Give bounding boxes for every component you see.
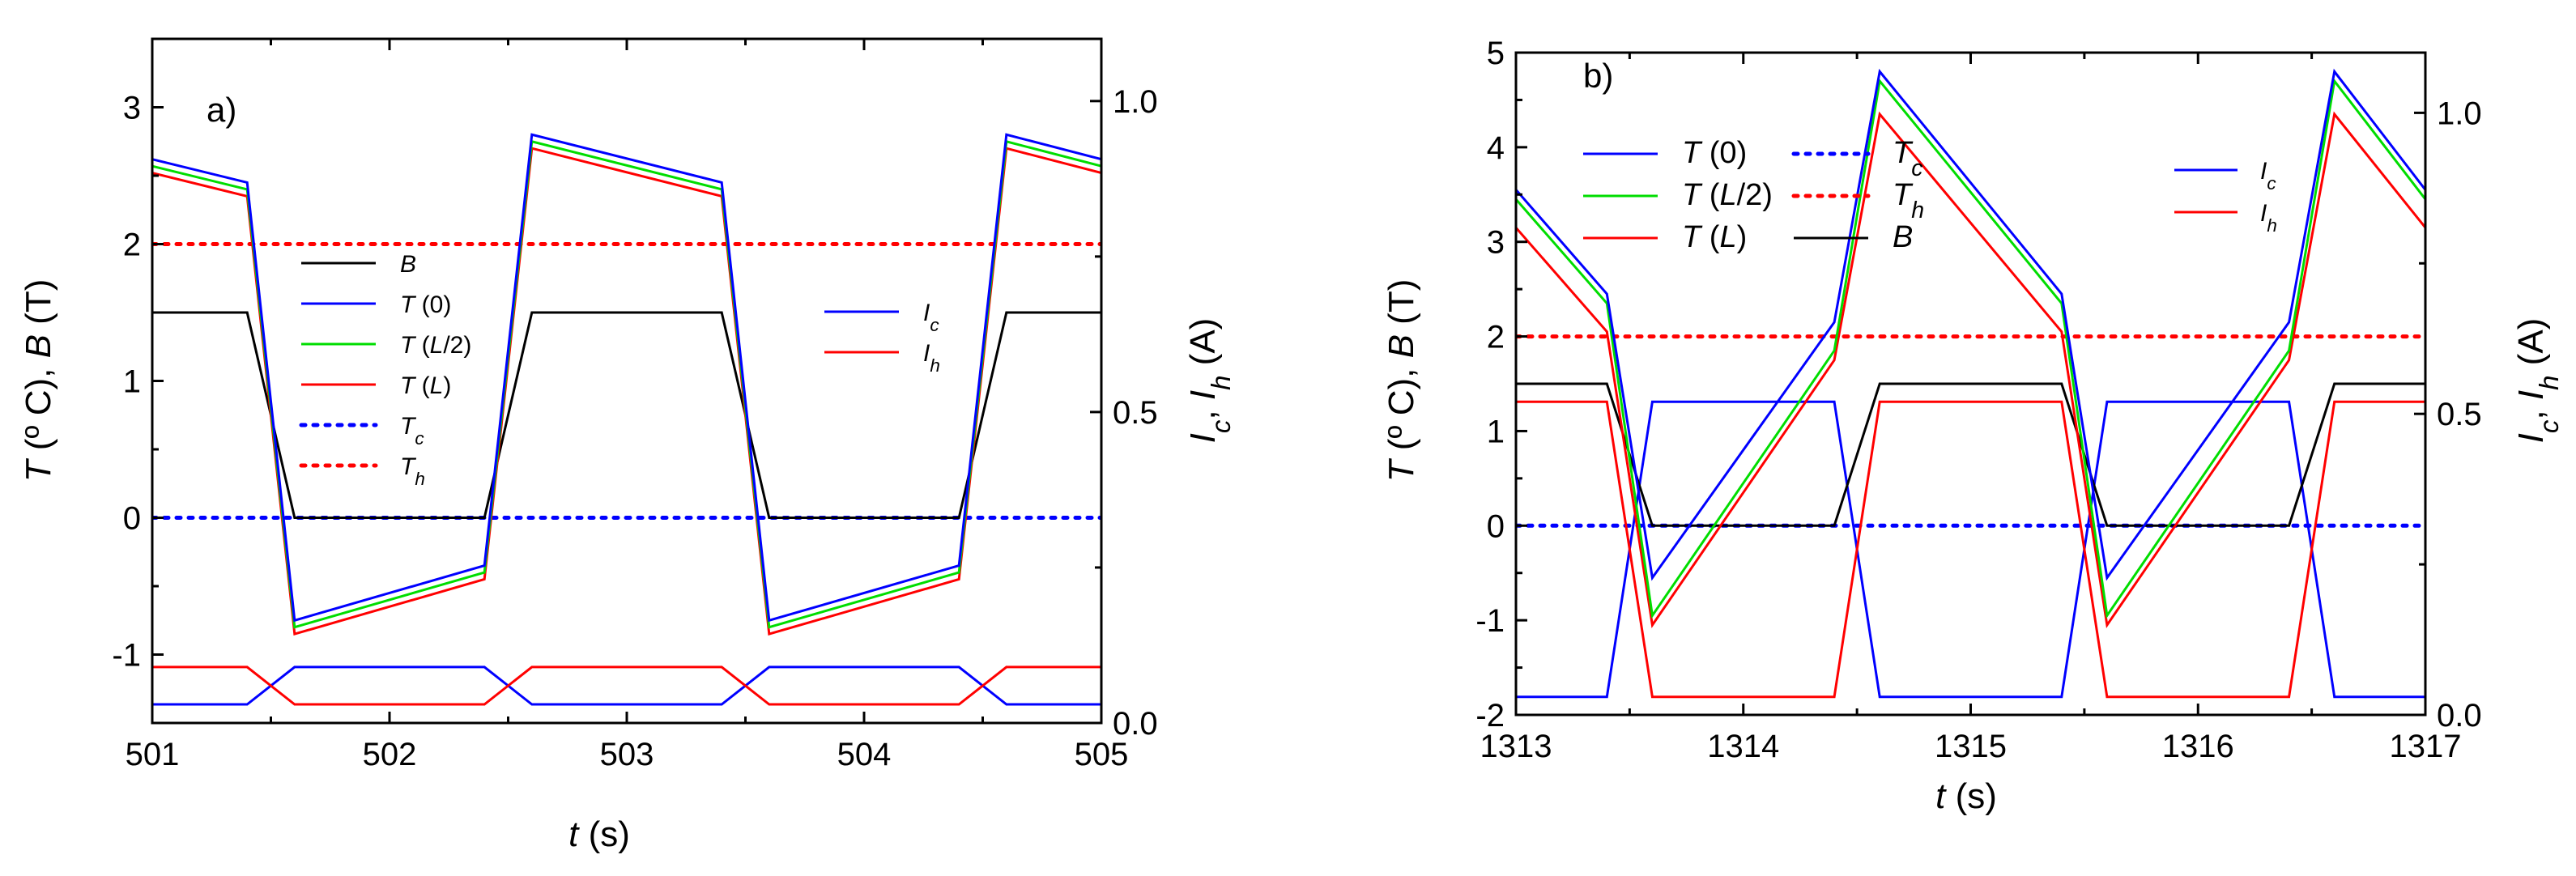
y-tick-label: 2	[123, 228, 141, 263]
y-tick-label: -1	[1475, 603, 1505, 639]
series-line-t-l-2	[1516, 78, 2425, 619]
x-tick-label: 504	[837, 737, 892, 772]
panel-a: 501 502 503 504 505 -1 0 1 2 3 0.0 0.5 1.0 a) t (s) T (…	[19, 37, 1236, 854]
y-tick-label: 3	[123, 91, 141, 126]
legend-main: T (0) Tc T (L/2) Th T (L) B	[1583, 136, 1924, 254]
x-tick-label: 505	[1075, 737, 1129, 772]
series-line-i-c	[152, 666, 1101, 706]
x-tick-label: 1316	[2162, 729, 2234, 764]
legend-label-t-l: T (L)	[400, 372, 451, 399]
x-axis-label: t (s)	[568, 814, 630, 854]
legend-label-b: B	[1893, 220, 1913, 254]
series-line-i-c	[1516, 400, 2425, 699]
y2-tick-label: 1.0	[1113, 84, 1158, 120]
y2-tick-label: 0.5	[2437, 397, 2482, 432]
legend-current: Ic Ih	[2174, 158, 2277, 236]
legend-label-t-0: T (0)	[1682, 136, 1747, 170]
x-tick-label: 1314	[1707, 729, 1779, 764]
y-tick-label: 4	[1487, 130, 1505, 166]
y2-axis-label: Ic, Ih (A)	[1183, 318, 1236, 444]
y2-axis-label: Ic, Ih (A)	[2511, 318, 2564, 444]
legend-label-t-c: Tc	[1893, 136, 1922, 181]
series-line-b	[152, 311, 1101, 519]
panel-label: b)	[1583, 57, 1613, 95]
y2-tick-label: 0.5	[1113, 395, 1158, 431]
y2-tick-label: 0.0	[2437, 698, 2482, 734]
series-line-t-l-2	[152, 139, 1101, 629]
legend-label-t-l-2: T (L/2)	[1682, 178, 1773, 212]
legend-label-t-c: Tc	[400, 413, 424, 449]
x-axis-label: t (s)	[1935, 776, 1997, 816]
x-tick-label: 503	[600, 737, 654, 772]
y-tick-label: 2	[1487, 320, 1505, 355]
panel-b: 1313 1314 1315 1316 1317 -2 -1 0 1 2 3 4 5 0.0 0.5 1.0 b…	[1382, 36, 2564, 816]
series-line-t-l	[1516, 111, 2425, 628]
plot-area	[1516, 68, 2425, 699]
legend-label-i-c: Ic	[2260, 158, 2276, 193]
x-tick-label: 1315	[1935, 729, 2007, 764]
y2-tick-label: 1.0	[2437, 96, 2482, 131]
legend-label-t-0: T (0)	[400, 291, 451, 318]
y-axis-label: T (º C), B (T)	[19, 279, 58, 483]
legend-label-b: B	[400, 251, 416, 278]
x-tick-label: 1317	[2390, 729, 2462, 764]
legend-label-t-l-2: T (L/2)	[400, 332, 471, 359]
y-axis-label: T (º C), B (T)	[1382, 279, 1421, 483]
y-tick-label: 5	[1487, 36, 1505, 71]
y-tick-label: -1	[112, 638, 141, 674]
y-tick-label: 0	[123, 501, 141, 537]
legend-label-t-h: Th	[400, 453, 425, 489]
legend-label-i-h: Ih	[923, 340, 940, 376]
x-tick-label: 502	[363, 737, 417, 772]
y-tick-label: 1	[1487, 414, 1505, 449]
legend-label-t-h: Th	[1893, 178, 1924, 223]
legend-label-i-h: Ih	[2260, 200, 2277, 236]
legend-current: Ic Ih	[824, 300, 940, 376]
y2-tick-label: 0.0	[1113, 706, 1158, 742]
y-tick-label: 3	[1487, 225, 1505, 261]
y-tick-label: 1	[123, 364, 141, 400]
plot-area	[152, 133, 1101, 706]
legend-label-i-c: Ic	[923, 300, 939, 335]
panel-label: a)	[207, 91, 236, 129]
x-tick-label: 501	[126, 737, 180, 772]
series-line-i-h	[1516, 400, 2425, 699]
series-line-t-0	[152, 133, 1101, 623]
series-line-i-h	[152, 666, 1101, 706]
y-tick-label: -2	[1475, 698, 1505, 734]
x-tick-label: 1313	[1480, 729, 1552, 764]
legend-main: B T (0) T (L/2) T (L) Tc Th	[299, 251, 471, 489]
series-line-t-0	[1516, 68, 2425, 581]
y-tick-label: 0	[1487, 508, 1505, 544]
legend-label-t-l: T (L)	[1682, 220, 1747, 254]
